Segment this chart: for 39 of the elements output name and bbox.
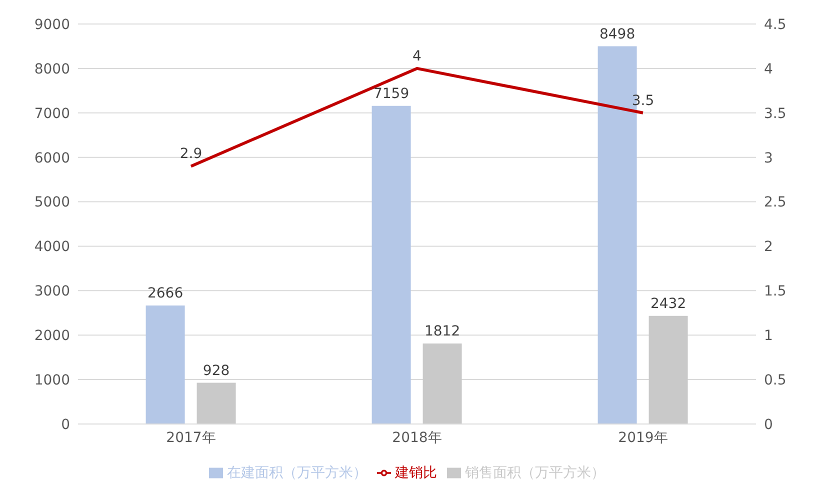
data-label: 7159 [373,86,410,102]
y2-tick-label: 2 [764,239,773,256]
y-tick-label: 3000 [34,284,70,300]
y-tick-label: 2000 [34,328,70,344]
y-tick-label: 9000 [34,16,70,33]
x-tick-label: 2017年 [166,430,216,446]
x-tick-label: 2019年 [618,430,668,446]
data-label: 2432 [650,296,686,312]
y2-tick-label: 0.5 [764,372,786,389]
bar [648,316,688,424]
y2-tick-label: 3 [764,150,773,166]
y2-tick-label: 1.5 [764,284,786,300]
y2-tick-label: 4 [764,61,773,78]
y2-tick-label: 1 [764,328,773,344]
data-label: 2666 [147,286,184,302]
bar [422,343,462,424]
data-label: 1812 [424,323,460,340]
bar [146,306,185,424]
data-label: 4 [412,48,422,64]
y-tick-label: 8000 [34,61,70,78]
y-tick-label: 7000 [34,106,70,122]
y2-tick-label: 3.5 [764,106,786,122]
x-tick-label: 2018年 [392,430,442,446]
y2-tick-label: 0 [764,416,773,433]
legend-label: 建销比 [395,465,437,481]
y-tick-label: 1000 [34,372,70,389]
y-tick-label: 6000 [34,150,70,166]
legend-label: 在建面积（万平方米） [227,465,367,481]
y2-tick-label: 2.5 [764,194,786,211]
data-label: 2.9 [180,146,202,162]
y-tick-label: 0 [61,416,70,433]
bar [196,382,236,424]
data-label: 928 [202,362,230,379]
data-label: 3.5 [632,92,654,109]
data-label: 8498 [599,26,636,42]
y-tick-label: 5000 [34,194,70,211]
bar [372,106,411,424]
y-tick-label: 4000 [34,239,70,256]
y2-tick-label: 4.5 [764,16,786,33]
